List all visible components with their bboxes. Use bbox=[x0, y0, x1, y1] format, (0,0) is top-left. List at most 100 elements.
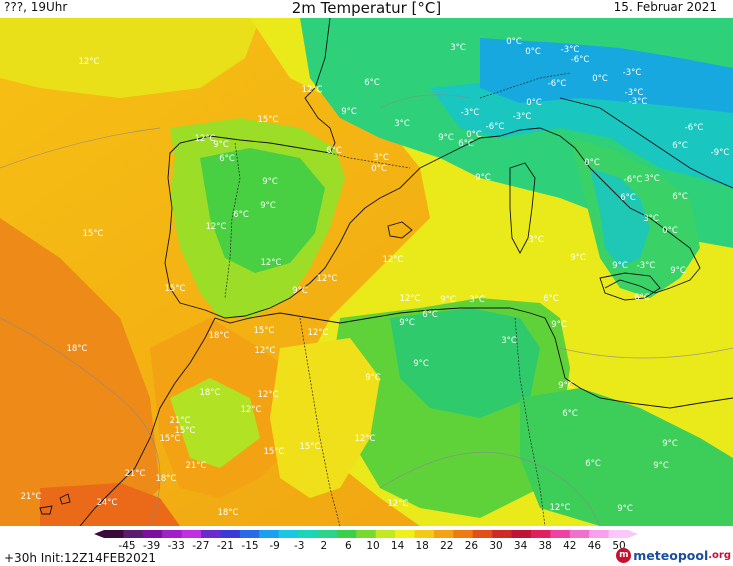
temp-label: 3°C bbox=[373, 153, 389, 163]
colorbar-tick-label: 34 bbox=[513, 540, 528, 552]
temp-label: 12°C bbox=[78, 57, 99, 67]
temp-label: 6°C bbox=[422, 310, 438, 320]
temp-label: -3°C bbox=[513, 112, 532, 122]
colorbar-tick-label: 18 bbox=[415, 540, 429, 552]
temp-label: 6°C bbox=[543, 294, 559, 304]
colorbar-swatch bbox=[201, 530, 221, 538]
colorbar-swatch bbox=[414, 530, 435, 538]
map-title: 2m Temperatur [°C] bbox=[291, 0, 442, 17]
colorbar-swatch bbox=[453, 530, 474, 538]
colorbar-tick-label: 46 bbox=[587, 540, 602, 552]
temp-label: 0°C bbox=[584, 158, 600, 168]
temp-label: 9°C bbox=[213, 140, 229, 150]
temp-label: 3°C bbox=[501, 336, 517, 346]
temp-label: 15°C bbox=[299, 442, 320, 452]
colorbar-tick-label: 42 bbox=[563, 540, 577, 552]
colorbar-tick-label: 38 bbox=[538, 540, 552, 552]
colorbar-tick-label: 30 bbox=[489, 540, 503, 552]
temp-label: 9°C bbox=[262, 177, 278, 187]
southwest-hot-area bbox=[40, 483, 180, 526]
temp-label: -3°C bbox=[625, 88, 644, 98]
colorbar-swatch bbox=[317, 530, 338, 538]
temp-label: 3°C bbox=[394, 119, 410, 129]
colorbar-swatch bbox=[104, 530, 124, 538]
temp-label: 15°C bbox=[263, 447, 284, 457]
temp-label: 12°C bbox=[354, 434, 375, 444]
temp-label: 12°C bbox=[549, 503, 570, 513]
temp-label: 18°C bbox=[155, 474, 176, 484]
temp-label: 18°C bbox=[66, 344, 87, 354]
temp-label: 12°C bbox=[257, 390, 278, 400]
italy-west-coastline bbox=[439, 127, 701, 294]
temp-label: 9°C bbox=[558, 381, 574, 391]
temp-label: 3°C bbox=[644, 174, 660, 184]
colorbar-swatch bbox=[569, 530, 590, 538]
temp-label: 3°C bbox=[450, 43, 466, 53]
colorbar-tick-label: 6 bbox=[345, 540, 352, 552]
border-spain-portugal bbox=[224, 142, 241, 299]
temp-label: 12°C bbox=[387, 499, 408, 509]
mallorca-outline bbox=[387, 221, 413, 239]
colorbar-swatch bbox=[492, 530, 512, 538]
canary-hot-area bbox=[0, 218, 160, 526]
iberia-coastline bbox=[164, 18, 441, 319]
canary-islands-outline bbox=[39, 493, 71, 515]
alps-cold-area bbox=[480, 38, 733, 113]
temp-label: 12°C bbox=[382, 255, 403, 265]
colorbar-swatch bbox=[162, 530, 183, 538]
temp-label: 6°C bbox=[458, 139, 474, 149]
colorbar bbox=[94, 530, 638, 538]
colorbar-swatch bbox=[220, 530, 241, 538]
temp-label: 9°C bbox=[260, 201, 276, 211]
meteopool-logo: m meteopool .org bbox=[616, 546, 731, 564]
colorbar-tick-label: 22 bbox=[440, 540, 454, 552]
temp-label: 18°C bbox=[199, 388, 220, 398]
colorbar-tick-label: -39 bbox=[143, 540, 161, 552]
libya-green-area bbox=[520, 388, 733, 526]
temp-label: -3°C bbox=[637, 261, 656, 271]
country-borders bbox=[224, 72, 571, 526]
colorbar-tick-label: 26 bbox=[464, 540, 479, 552]
colorbar-swatch bbox=[395, 530, 415, 538]
temp-label: 12°C bbox=[254, 346, 275, 356]
temp-label: 9°C bbox=[341, 107, 357, 117]
temp-label: 15°C bbox=[159, 434, 180, 444]
colorbar-tick-label: 14 bbox=[390, 540, 405, 552]
temp-label: 6°C bbox=[620, 193, 636, 203]
colorbar-tick-label: -15 bbox=[241, 540, 259, 552]
temp-label: 0°C bbox=[525, 47, 541, 57]
temp-label: -3°C bbox=[561, 45, 580, 55]
temp-label: 9°C bbox=[670, 266, 686, 276]
temp-label: 9°C bbox=[662, 439, 678, 449]
colorbar-swatch bbox=[336, 530, 357, 538]
temp-label: 0°C bbox=[526, 98, 542, 108]
temp-label: 0°C bbox=[662, 226, 678, 236]
temp-label: 3°C bbox=[469, 295, 485, 305]
colorbar-swatch bbox=[181, 530, 202, 538]
temp-label: 6°C bbox=[672, 192, 688, 202]
temp-label: 6°C bbox=[364, 78, 380, 88]
temp-label: 15°C bbox=[253, 326, 274, 336]
corsica-sardinia-outline bbox=[509, 162, 536, 254]
temp-label: -6°C bbox=[685, 123, 704, 133]
temp-label: 12°C bbox=[240, 405, 261, 415]
temp-label: 18°C bbox=[217, 508, 238, 518]
border-algeria-tunisia-libya bbox=[514, 317, 546, 526]
colorbar-tick-label: -33 bbox=[167, 540, 185, 552]
adriatic-coastline bbox=[559, 97, 733, 189]
temp-label: 12°C bbox=[205, 222, 226, 232]
colorbar-swatch bbox=[589, 530, 609, 538]
temp-label: 9°C bbox=[551, 320, 567, 330]
coastlines bbox=[39, 18, 733, 526]
map-header: ???, 19Uhr 2m Temperatur [°C] 15. Februa… bbox=[0, 0, 733, 18]
temperature-labels: 12°C 12°C 15°C 12°C 9°C 6°C 15°C 9°C 9°C 6°C 12°C 1… bbox=[20, 37, 729, 518]
temp-label: 6°C bbox=[219, 154, 235, 164]
temp-label: 21°C bbox=[20, 492, 41, 502]
temp-label: 0°C bbox=[592, 74, 608, 84]
temp-label: 6°C bbox=[634, 293, 650, 303]
temp-label: -3°C bbox=[623, 68, 642, 78]
colorbar-min-arrow bbox=[94, 530, 104, 538]
temp-label: 15°C bbox=[82, 229, 103, 239]
temp-label: 24°C bbox=[96, 498, 117, 508]
algeria-yellow-area bbox=[270, 338, 380, 498]
